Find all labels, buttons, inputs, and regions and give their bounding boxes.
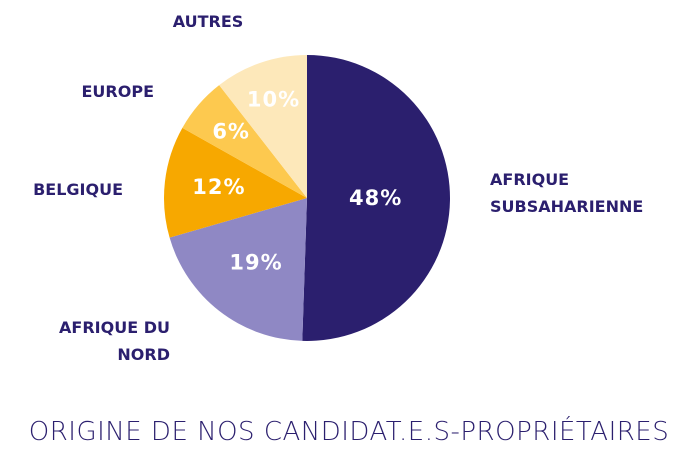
value-label: 10%: [247, 88, 300, 112]
value-label: 48%: [349, 186, 402, 210]
category-label: AFRIQUE DU NORD: [59, 318, 170, 364]
value-label: 19%: [229, 250, 282, 274]
pie-slice: [182, 85, 307, 198]
category-label: BELGIQUE: [33, 180, 123, 199]
value-label: 12%: [192, 175, 245, 199]
category-label: EUROPE: [81, 82, 155, 101]
category-label: AUTRES: [172, 12, 244, 31]
category-label: AFRIQUE SUBSAHARIENNE: [490, 170, 644, 216]
value-label: 6%: [212, 120, 250, 144]
chart-title: ORIGINE DE NOS CANDIDAT.E.S-PROPRIÉTAIRE…: [28, 417, 670, 447]
pie-slice: [219, 55, 307, 198]
pie-slice: [302, 54, 451, 341]
pie-slice: [164, 127, 307, 238]
pie-slice: [169, 198, 307, 341]
